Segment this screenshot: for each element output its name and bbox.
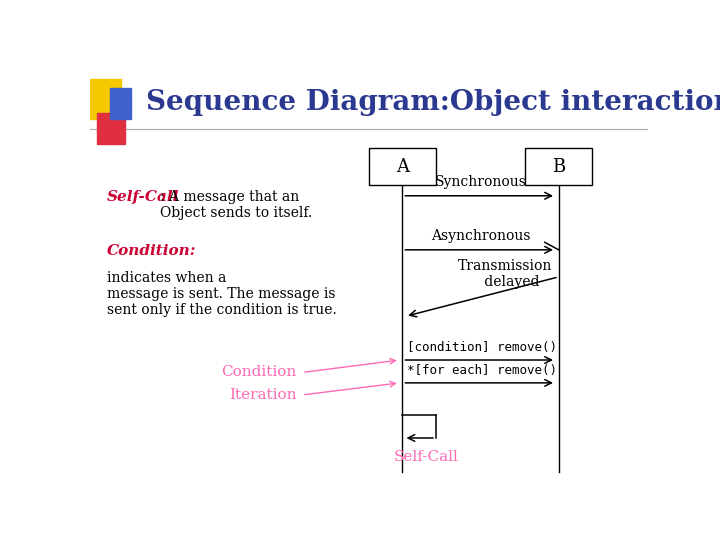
- Bar: [369, 148, 436, 185]
- Text: Iteration: Iteration: [229, 388, 297, 402]
- Text: A: A: [396, 158, 409, 176]
- Text: Synchronous: Synchronous: [435, 175, 526, 189]
- Text: *[for each] remove(): *[for each] remove(): [407, 364, 557, 377]
- Text: : A message that an
Object sends to itself.: : A message that an Object sends to itse…: [160, 190, 312, 220]
- Text: [condition] remove(): [condition] remove(): [407, 341, 557, 354]
- Text: Asynchronous: Asynchronous: [431, 229, 531, 243]
- Text: indicates when a
message is sent. The message is
sent only if the condition is t: indicates when a message is sent. The me…: [107, 271, 336, 317]
- Text: delayed: delayed: [459, 275, 540, 289]
- Text: Transmission: Transmission: [459, 259, 553, 273]
- Text: Sequence Diagram:Object interaction: Sequence Diagram:Object interaction: [145, 89, 720, 116]
- Text: B: B: [552, 158, 565, 176]
- Text: Self-Call: Self-Call: [107, 190, 179, 204]
- Bar: [526, 148, 593, 185]
- Text: Condition:: Condition:: [107, 244, 196, 258]
- Bar: [109, 87, 131, 119]
- Bar: [90, 79, 121, 119]
- Text: Self-Call: Self-Call: [394, 450, 459, 464]
- Bar: [96, 113, 125, 144]
- Text: Condition: Condition: [221, 366, 297, 380]
